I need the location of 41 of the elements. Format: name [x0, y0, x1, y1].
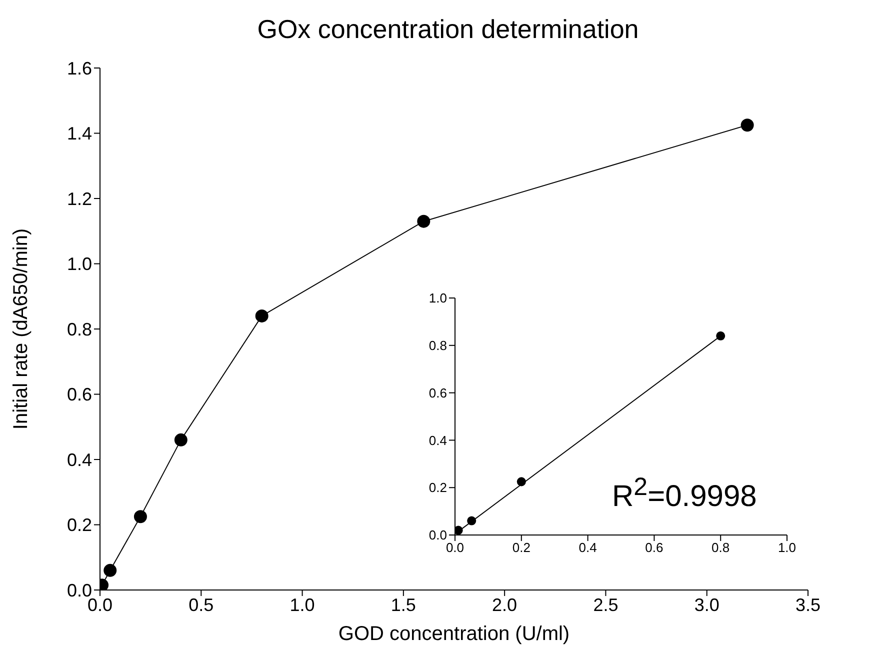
- y-tick-label: 1.0: [428, 290, 447, 306]
- y-tick-label: 1.0: [66, 254, 92, 274]
- y-tick-label: 0.6: [428, 385, 447, 400]
- point: [104, 564, 117, 577]
- point: [134, 510, 147, 524]
- y-tick-label: 0.6: [66, 384, 92, 405]
- y-tick-label: 0.4: [66, 450, 92, 470]
- x-tick-label: 0.6: [645, 540, 664, 556]
- y-tick-label: 0.4: [428, 432, 447, 448]
- point: [455, 526, 463, 535]
- point: [174, 433, 188, 446]
- y-tick-label: 0.8: [66, 319, 92, 340]
- chart-title: GOx concentration determination: [256, 14, 640, 45]
- x-tick-label: 3.0: [694, 594, 720, 615]
- x-tick-label: 2.5: [593, 594, 618, 615]
- point: [417, 214, 430, 228]
- point: [740, 118, 754, 132]
- y-tick-label: 1.6: [66, 58, 92, 78]
- x-tick-label: 0.5: [188, 594, 214, 615]
- y-tick-label: 0.2: [428, 480, 447, 496]
- x-tick-label: 0.2: [512, 540, 530, 556]
- x-tick-label: 2.0: [492, 594, 518, 615]
- point: [255, 309, 268, 322]
- x-axis-title: GOD concentration (U/ml): [338, 623, 570, 645]
- point: [467, 516, 476, 526]
- y-axis-title: Initial rate (dA650/min): [10, 228, 32, 430]
- y-tick-label: 0.8: [428, 338, 447, 354]
- annotation: R$^{2}$=0.9998: [612, 473, 757, 514]
- x-tick-label: 3.5: [795, 594, 821, 615]
- x-tick-label: 1.5: [390, 594, 416, 615]
- point: [516, 477, 526, 486]
- x-tick-label: 1.0: [778, 540, 796, 556]
- y-tick-label: 0.0: [428, 528, 447, 543]
- y-tick-label: 1.2: [66, 188, 92, 209]
- y-tick-label: 0.2: [66, 515, 92, 536]
- y-tick-label: 1.4: [66, 124, 92, 144]
- point: [716, 331, 726, 340]
- x-tick-label: 1.0: [290, 594, 315, 615]
- x-tick-label: 0.4: [578, 540, 597, 556]
- x-tick-label: 0.0: [446, 540, 464, 556]
- x-tick-label: 0.8: [712, 540, 730, 556]
